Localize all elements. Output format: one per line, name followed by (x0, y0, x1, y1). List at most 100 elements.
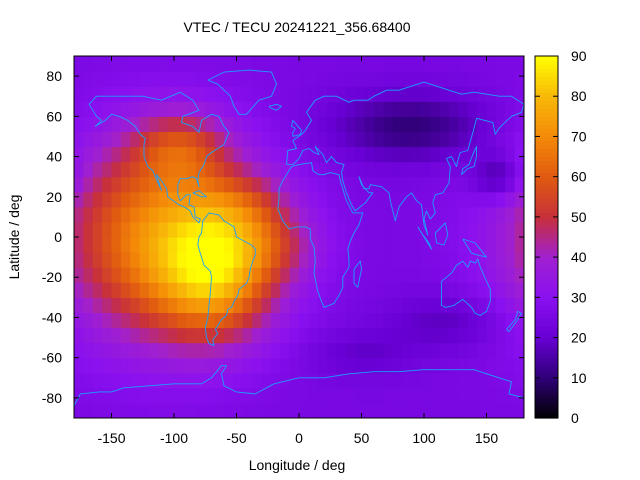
heatmap-cell (120, 131, 131, 148)
heatmap-cell (195, 131, 206, 148)
heatmap-cell (149, 71, 159, 87)
heatmap-cell (270, 252, 281, 268)
heatmap-cell (514, 252, 524, 268)
heatmap-cell (495, 176, 506, 193)
heatmap-cell (430, 342, 441, 359)
heatmap-cell (139, 252, 150, 268)
heatmap-cell (270, 191, 281, 208)
colorbar-segment (535, 389, 558, 395)
heatmap-cell (449, 357, 459, 374)
heatmap-cell (411, 402, 422, 418)
colorbar-segment (535, 192, 558, 198)
heatmap-cell (345, 116, 356, 133)
heatmap-cell (514, 297, 524, 314)
heatmap-cell (374, 101, 384, 117)
heatmap-cell (186, 71, 197, 87)
heatmap-cell (374, 237, 384, 253)
heatmap-cell (261, 221, 272, 238)
heatmap-cell (374, 206, 384, 223)
heatmap-cell (149, 206, 159, 223)
heatmap-cell (317, 86, 328, 102)
heatmap-cell (411, 357, 422, 374)
heatmap-cell (120, 161, 131, 178)
heatmap-cell (449, 131, 459, 148)
heatmap-cell (439, 101, 450, 117)
heatmap-cell (83, 387, 94, 404)
heatmap-cell (383, 402, 394, 418)
heatmap-cell (420, 402, 431, 418)
heatmap-cell (186, 327, 197, 344)
heatmap-cell (92, 327, 103, 344)
heatmap-cell (139, 86, 150, 102)
heatmap-cell (402, 267, 413, 283)
heatmap-cell (308, 342, 319, 359)
heatmap-cell (308, 146, 319, 163)
x-axis-label: Longitude / deg (249, 457, 346, 473)
heatmap-cell (449, 327, 459, 344)
heatmap-cell (317, 221, 328, 238)
heatmap-cell (158, 146, 169, 163)
colorbar-tick-label: 60 (571, 169, 587, 185)
heatmap-cell (355, 176, 366, 193)
heatmap-cell (205, 237, 216, 253)
colorbar-segment (535, 353, 558, 359)
heatmap-cell (270, 206, 281, 223)
heatmap-cell (467, 327, 478, 344)
heatmap-cell (83, 176, 94, 193)
heatmap-cell (205, 387, 216, 404)
heatmap-cell (195, 86, 206, 102)
heatmap-cell (233, 116, 244, 133)
heatmap-cell (411, 372, 422, 389)
heatmap-cell (205, 146, 216, 163)
heatmap-cell (242, 56, 253, 72)
heatmap-cell (458, 116, 469, 133)
colorbar-segment (535, 124, 558, 129)
heatmap-cell (449, 206, 459, 223)
heatmap-cell (252, 402, 263, 418)
heatmap-cell (317, 342, 328, 359)
heatmap-cell (299, 282, 309, 298)
colorbar-segment (535, 413, 558, 419)
heatmap-cell (449, 191, 459, 208)
heatmap-cell (458, 176, 469, 193)
heatmap-cell (102, 146, 113, 163)
heatmap-cell (252, 176, 263, 193)
heatmap-cell (467, 357, 478, 374)
heatmap-cell (505, 357, 516, 374)
heatmap-cell (289, 342, 300, 359)
heatmap-cell (355, 206, 366, 223)
heatmap-cell (355, 56, 366, 72)
heatmap-cell (364, 357, 375, 374)
heatmap-cell (514, 146, 524, 163)
colorbar-segment (535, 281, 558, 286)
heatmap-cell (195, 402, 206, 418)
heatmap-cell (111, 297, 122, 314)
heatmap-cell (402, 116, 413, 133)
heatmap-cell (514, 312, 524, 329)
heatmap-cell (120, 402, 131, 418)
heatmap-cell (355, 252, 366, 268)
colorbar-segment (535, 208, 558, 214)
heatmap-cell (430, 86, 441, 102)
heatmap-cell (308, 402, 319, 418)
heatmap-cell (111, 402, 122, 418)
heatmap-cell (195, 176, 206, 193)
heatmap-cell (364, 86, 375, 102)
heatmap-cell (383, 252, 394, 268)
heatmap-cell (130, 387, 141, 404)
heatmap-cell (495, 86, 506, 102)
heatmap-cell (205, 312, 216, 329)
heatmap-cell (242, 312, 253, 329)
heatmap-cell (214, 86, 225, 102)
heatmap-cell (233, 357, 244, 374)
heatmap-cell (261, 131, 272, 148)
heatmap-cell (102, 131, 113, 148)
colorbar-segment (535, 261, 558, 266)
heatmap-cell (430, 252, 441, 268)
heatmap-cell (374, 131, 384, 148)
colorbar-segment (535, 305, 558, 310)
heatmap-cell (280, 56, 291, 72)
heatmap-cell (449, 402, 459, 418)
heatmap-cell (299, 357, 309, 374)
heatmap-cell (299, 267, 309, 283)
